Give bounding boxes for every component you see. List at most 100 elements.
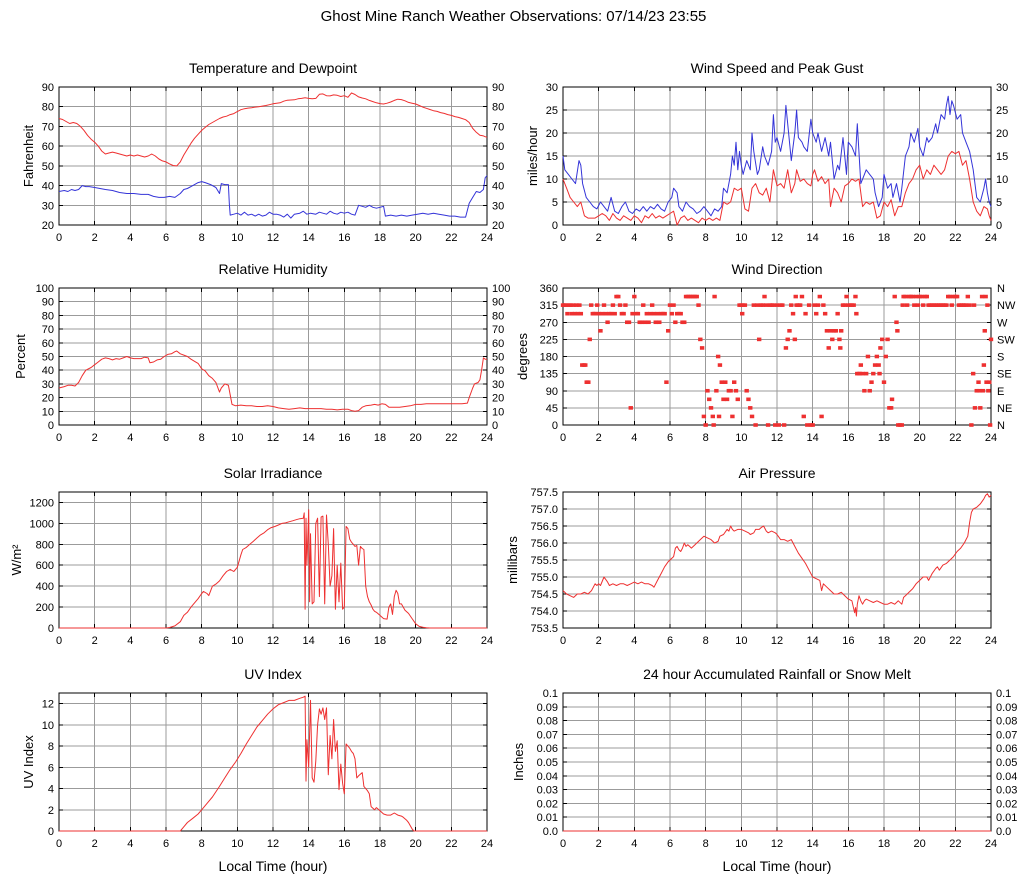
- y-axis-label-temperature-dewpoint: Fahrenheit: [21, 125, 36, 188]
- svg-text:NE: NE: [997, 403, 1012, 415]
- svg-text:80: 80: [42, 102, 54, 114]
- svg-text:30: 30: [996, 82, 1008, 94]
- svg-text:20: 20: [546, 128, 558, 140]
- svg-text:10: 10: [735, 232, 747, 244]
- svg-text:1200: 1200: [30, 497, 54, 509]
- svg-text:4: 4: [48, 784, 54, 796]
- svg-text:90: 90: [42, 82, 54, 94]
- svg-text:0.05: 0.05: [996, 757, 1017, 769]
- svg-text:0.02: 0.02: [996, 798, 1017, 810]
- svg-text:0: 0: [560, 232, 566, 244]
- svg-text:6: 6: [163, 232, 169, 244]
- svg-text:15: 15: [996, 151, 1008, 163]
- svg-text:16: 16: [842, 432, 854, 444]
- svg-text:60: 60: [492, 141, 504, 153]
- svg-text:22: 22: [445, 635, 457, 647]
- svg-text:16: 16: [338, 432, 350, 444]
- y-axis-label-solar-irradiance: W/m²: [9, 544, 24, 576]
- svg-text:4: 4: [127, 635, 133, 647]
- svg-text:22: 22: [949, 432, 961, 444]
- svg-text:18: 18: [878, 432, 890, 444]
- series-direction: [560, 294, 994, 427]
- svg-text:2: 2: [596, 432, 602, 444]
- svg-text:12: 12: [771, 635, 783, 647]
- svg-text:18: 18: [878, 232, 890, 244]
- svg-text:12: 12: [267, 432, 279, 444]
- svg-text:50: 50: [42, 352, 54, 364]
- chart-title-relative-humidity: Relative Humidity: [219, 261, 328, 277]
- svg-text:14: 14: [303, 232, 315, 244]
- svg-text:4: 4: [127, 838, 133, 850]
- svg-text:12: 12: [267, 838, 279, 850]
- svg-text:90: 90: [42, 297, 54, 309]
- svg-text:50: 50: [42, 161, 54, 173]
- y-axis-label-uv-index: UV Index: [21, 735, 36, 789]
- svg-text:0: 0: [48, 623, 54, 635]
- svg-text:20: 20: [914, 838, 926, 850]
- svg-text:22: 22: [445, 432, 457, 444]
- svg-text:24: 24: [985, 232, 997, 244]
- svg-text:757.5: 757.5: [530, 487, 558, 499]
- svg-text:40: 40: [42, 181, 54, 193]
- svg-text:10: 10: [735, 838, 747, 850]
- svg-text:0.06: 0.06: [537, 743, 558, 755]
- svg-text:22: 22: [949, 838, 961, 850]
- svg-text:755.0: 755.0: [530, 572, 558, 584]
- svg-text:10: 10: [735, 432, 747, 444]
- svg-text:0.01: 0.01: [996, 812, 1017, 824]
- svg-text:22: 22: [445, 838, 457, 850]
- svg-text:20: 20: [42, 393, 54, 405]
- svg-text:6: 6: [163, 838, 169, 850]
- svg-text:8: 8: [703, 432, 709, 444]
- svg-text:22: 22: [445, 232, 457, 244]
- svg-text:2: 2: [596, 232, 602, 244]
- svg-text:25: 25: [546, 105, 558, 117]
- svg-text:0.09: 0.09: [537, 702, 558, 714]
- svg-text:24: 24: [481, 838, 493, 850]
- svg-text:80: 80: [492, 102, 504, 114]
- svg-text:10: 10: [492, 406, 504, 418]
- svg-text:14: 14: [303, 838, 315, 850]
- svg-text:70: 70: [492, 121, 504, 133]
- svg-text:2: 2: [596, 635, 602, 647]
- svg-text:20: 20: [410, 432, 422, 444]
- svg-text:754.0: 754.0: [530, 606, 558, 618]
- svg-text:80: 80: [492, 310, 504, 322]
- svg-text:6: 6: [163, 432, 169, 444]
- svg-text:10: 10: [231, 635, 243, 647]
- svg-text:18: 18: [374, 432, 386, 444]
- svg-text:756.0: 756.0: [530, 538, 558, 550]
- svg-text:50: 50: [492, 161, 504, 173]
- svg-text:W: W: [997, 317, 1008, 329]
- svg-text:8: 8: [199, 838, 205, 850]
- svg-text:0.01: 0.01: [537, 812, 558, 824]
- svg-text:2: 2: [596, 838, 602, 850]
- svg-text:20: 20: [914, 232, 926, 244]
- svg-text:270: 270: [540, 317, 558, 329]
- svg-text:0.02: 0.02: [537, 798, 558, 810]
- svg-text:360: 360: [540, 283, 558, 295]
- svg-text:8: 8: [199, 635, 205, 647]
- svg-text:24: 24: [985, 635, 997, 647]
- svg-text:0: 0: [56, 838, 62, 850]
- svg-text:4: 4: [631, 232, 637, 244]
- svg-text:4: 4: [127, 232, 133, 244]
- svg-text:755.5: 755.5: [530, 555, 558, 567]
- svg-text:16: 16: [338, 838, 350, 850]
- chart-solar-irradiance: 0 2 4 6 8 10 12 14 16 18 20 22 240200400600800100012…: [9, 465, 493, 647]
- svg-text:E: E: [997, 386, 1004, 398]
- svg-text:SW: SW: [997, 334, 1015, 346]
- svg-text:0: 0: [552, 420, 558, 432]
- svg-text:200: 200: [36, 602, 54, 614]
- svg-text:18: 18: [374, 838, 386, 850]
- svg-text:24: 24: [481, 635, 493, 647]
- svg-text:0: 0: [48, 420, 54, 432]
- svg-text:18: 18: [374, 635, 386, 647]
- svg-text:12: 12: [267, 635, 279, 647]
- svg-text:600: 600: [36, 560, 54, 572]
- y-axis-label-rainfall: Inches: [511, 742, 526, 781]
- y-axis-label-relative-humidity: Percent: [13, 334, 28, 379]
